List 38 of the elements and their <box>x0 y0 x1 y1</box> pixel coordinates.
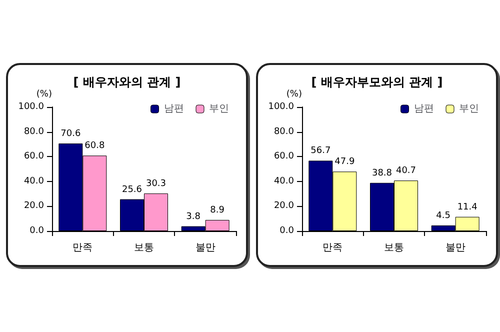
y-tick-label: 60.0 <box>24 152 44 162</box>
y-tick-label: 40.0 <box>24 176 44 186</box>
legend-label: 부인 <box>209 104 229 114</box>
legend-label: 부인 <box>459 104 479 114</box>
x-tick-label: 만족 <box>72 242 93 254</box>
y-tick-label: 40.0 <box>274 176 294 186</box>
data-label: 47.9 <box>334 157 355 168</box>
y-tick-label: 0.0 <box>30 226 44 236</box>
legend-label: 남편 <box>164 104 184 114</box>
y-tick-label: 20.0 <box>24 201 44 212</box>
y-tick-label: 100.0 <box>268 102 294 112</box>
x-tick-label: 보통 <box>134 242 154 254</box>
chart-title: [ 배우자와의 관계 ] <box>73 75 181 89</box>
data-label: 56.7 <box>310 146 331 156</box>
data-label: 11.4 <box>457 202 478 212</box>
y-tick-label: 80.0 <box>274 126 294 137</box>
data-label: 8.9 <box>210 205 225 216</box>
y-tick-label: 60.0 <box>274 152 294 162</box>
legend-label: 남편 <box>414 104 434 114</box>
x-tick-label: 만족 <box>322 242 343 254</box>
data-label: 38.8 <box>372 168 392 178</box>
y-tick-label: 80.0 <box>24 126 44 137</box>
y-axis-title: (%) <box>286 90 302 100</box>
y-axis-title: (%) <box>36 90 52 100</box>
chart-title: [ 배우자부모와의 관계 ] <box>311 75 443 89</box>
data-label: 60.8 <box>84 141 105 152</box>
data-label: 4.5 <box>436 210 450 221</box>
data-label: 70.6 <box>60 128 81 139</box>
y-tick-label: 20.0 <box>274 201 294 212</box>
x-tick-label: 불만 <box>195 242 216 254</box>
y-tick-label: 100.0 <box>18 102 44 112</box>
data-label: 30.3 <box>146 178 166 189</box>
data-label: 3.8 <box>186 212 201 222</box>
data-label: 25.6 <box>122 184 142 195</box>
x-tick-label: 보통 <box>384 242 404 254</box>
y-tick-label: 0.0 <box>280 226 294 236</box>
x-tick-label: 불만 <box>445 242 466 254</box>
data-label: 40.7 <box>396 166 416 176</box>
